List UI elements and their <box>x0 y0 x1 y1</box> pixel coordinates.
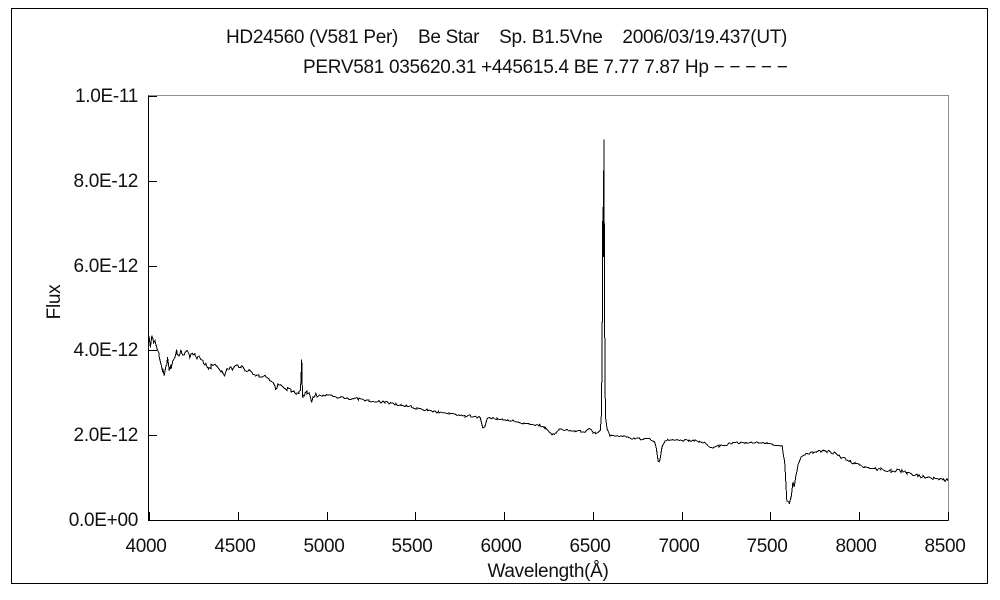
x-tick-label: 4500 <box>214 536 256 557</box>
x-tick <box>327 512 328 520</box>
x-tick <box>682 512 683 520</box>
x-tick <box>948 512 949 520</box>
x-tick <box>770 512 771 520</box>
y-tick-label: 1.0E-11 <box>74 86 138 107</box>
x-tick <box>238 512 239 520</box>
x-tick-label: 4000 <box>125 536 167 557</box>
x-tick-label: 8500 <box>924 536 966 557</box>
x-tick <box>149 512 150 520</box>
y-tick <box>149 96 157 97</box>
x-tick <box>504 512 505 520</box>
y-tick <box>149 435 157 436</box>
y-tick <box>149 181 157 182</box>
x-tick <box>859 512 860 520</box>
x-tick-label: 7500 <box>746 536 788 557</box>
y-axis-title: Flux <box>44 284 65 320</box>
x-tick <box>593 512 594 520</box>
y-tick-label: 2.0E-12 <box>73 425 139 446</box>
x-tick-label: 8000 <box>835 536 877 557</box>
y-tick-label: 4.0E-12 <box>73 340 139 361</box>
chart-title-line1: HD24560 (V581 Per) Be Star Sp. B1.5Vne 2… <box>226 27 788 48</box>
x-tick-label: 5000 <box>303 536 345 557</box>
y-tick-label: 0.0E+00 <box>68 510 139 531</box>
y-tick <box>149 350 157 351</box>
plot-area <box>148 95 949 521</box>
x-tick-label: 6000 <box>480 536 522 557</box>
spectrum-polyline <box>149 139 948 504</box>
spectrum-svg <box>149 139 948 504</box>
y-tick-label: 6.0E-12 <box>73 256 139 277</box>
chart-title-line2: PERV581 035620.31 +445615.4 BE 7.77 7.87… <box>303 57 788 78</box>
y-tick <box>149 266 157 267</box>
x-axis-title: Wavelength(Å) <box>487 561 609 582</box>
x-tick <box>415 512 416 520</box>
x-tick-label: 7000 <box>658 536 700 557</box>
y-tick <box>149 520 157 521</box>
y-tick-label: 8.0E-12 <box>73 171 139 192</box>
figure-border <box>11 8 988 584</box>
x-tick-label: 6500 <box>569 536 611 557</box>
x-tick-label: 5500 <box>391 536 433 557</box>
